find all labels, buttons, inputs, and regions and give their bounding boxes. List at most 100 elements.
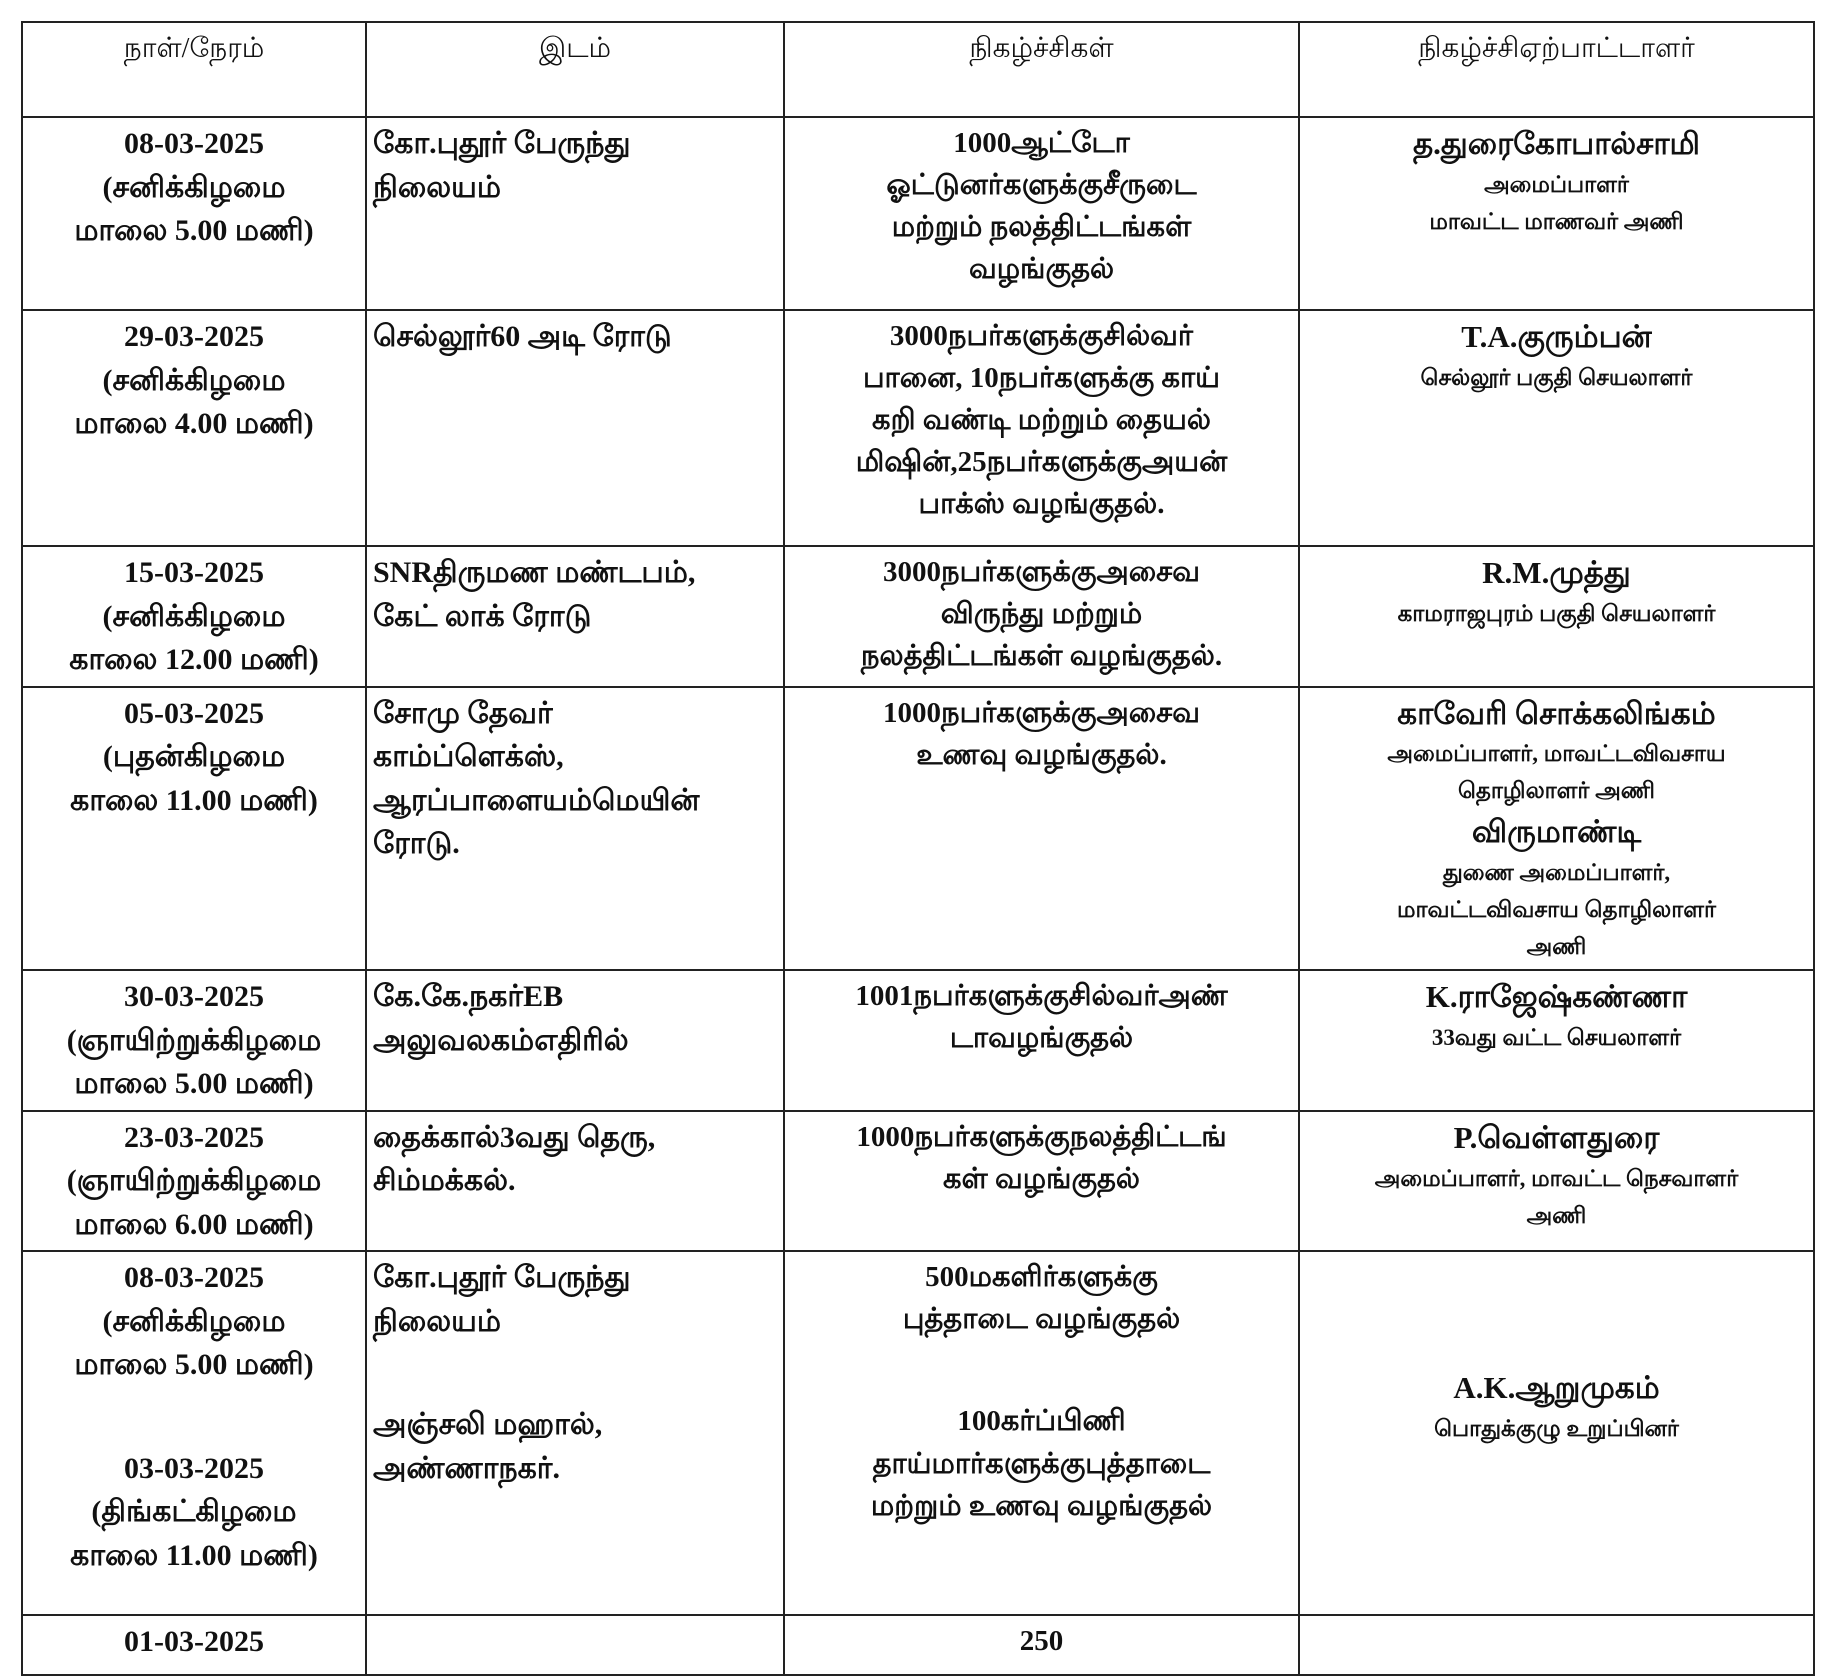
cell-line: K.ராஜேஷ்கண்ணா [1425,979,1688,1015]
cell-line: மாவட்ட மாணவர் அணி [1429,208,1684,234]
cell-line: 1001நபர்களுக்குசில்வர்அண் [855,980,1228,1013]
cell-line: 08-03-2025 [124,127,264,160]
cell-line: பொதுக்குழு உறுப்பினர் [1434,1416,1679,1442]
organizer-cell: காவேரி சொக்கலிங்கம் அமைப்பாளர், மாவட்டவிவ… [1298,685,1815,972]
cell-line: (ஞாயிற்றுக்கிழமை [66,1023,322,1057]
events-cell: 250 [783,1614,1300,1676]
cell-line: (புதன்கிழமை [102,740,286,773]
table-row: 05-03-2025 (புதன்கிழமை காலை 11.00 மணி) சோமு… [21,685,1815,972]
cell-line: 05-03-2025 [124,696,264,730]
table-row: 08-03-2025 (சனிக்கிழமை மாலை 5.00 மணி) 03-03… [21,1250,1815,1617]
cell-line: கே.கே.நகர்EB [373,980,564,1014]
organizer-cell [1298,1614,1815,1676]
date-cell: 01-03-2025 [21,1614,367,1676]
header-date-time: நாள்/நேரம் [21,21,367,118]
cell-line: பானை, 10நபர்களுக்கு காய் [862,362,1221,395]
cell-line: SNRதிருமண மண்டபம், [373,556,696,589]
cell-line: கள் வழங்குதல் [942,1162,1141,1195]
venue-cell: கோ.புதூர் பேருந்து நிலையம் [365,116,785,311]
spacer [1306,1256,1807,1366]
cell-line: ஆரப்பாளையம்மெயின் [373,783,700,817]
cell-line: கோ.புதூர் பேருந்து [373,1261,631,1295]
header-venue: இடம் [365,21,785,118]
table-header-row: நாள்/நேரம் இடம் நிகழ்ச்சிகள் நிகழ்ச்சிஏற… [21,21,1815,118]
cell-line: அலுவலகம்எதிரில் [373,1023,629,1057]
header-organizer: நிகழ்ச்சிஏற்பாட்டாளர் [1298,21,1815,118]
table-row: 08-03-2025 (சனிக்கிழமை மாலை 5.00 மணி) கோ.பு… [21,116,1815,311]
cell-line: 15-03-2025 [124,556,264,589]
cell-line: தைக்கால்3வது தெரு, [373,1120,656,1154]
venue-cell: SNRதிருமண மண்டபம், கேட் லாக் ரோடு [365,545,785,688]
cell-line: நிலையம் [373,1304,501,1338]
cell-line: 250 [1019,1625,1064,1658]
cell-line: மாலை 6.00 மணி) [74,1207,314,1241]
cell-line: 1000நபர்களுக்குஅசைவ [883,696,1200,729]
cell-line: 33வது வட்ட செயலாளர் [1431,1025,1682,1051]
cell-line: ஓட்டுனர்களுக்குசீருடை [886,169,1197,202]
events-cell: 1001நபர்களுக்குசில்வர்அண் டாவழங்குதல் [783,969,1300,1112]
cell-line: T.A.குரும்பன் [1461,319,1652,354]
cell-line: R.M.முத்து [1482,555,1631,590]
cell-line: மாலை 4.00 மணி) [74,407,314,440]
cell-line: ரோடு. [373,827,460,860]
cell-line: பாக்ஸ் வழங்குதல். [918,488,1165,521]
cell-line: காம்ப்ளெக்ஸ், [373,740,564,773]
venue-cell: கோ.புதூர் பேருந்து நிலையம் அஞ்சலி மஹால், அண… [365,1250,785,1617]
date-cell: 23-03-2025 (ஞாயிற்றுக்கிழமை மாலை 6.00 மணி) [21,1109,367,1253]
cell-line: காலை 12.00 மணி) [69,643,319,676]
cell-line: (சனிக்கிழமை [102,599,286,633]
cell-line: மாலை 5.00 மணி) [74,1348,314,1382]
date-cell: 08-03-2025 (சனிக்கிழமை மாலை 5.00 மணி) 03-03… [21,1250,367,1617]
cell-line: கோ.புதூர் பேருந்து [373,127,631,160]
cell-line: அண்ணாநகர். [373,1451,560,1485]
cell-line: 03-03-2025 [124,1451,264,1485]
cell-line: 100கர்ப்பிணி [957,1405,1126,1438]
cell-line: மற்றும் நலத்திட்டங்கள் [891,211,1192,244]
cell-line: காலை 11.00 மணி) [70,783,318,817]
date-cell: 29-03-2025 (சனிக்கிழமை மாலை 4.00 மணி) [21,309,367,547]
cell-line: தாய்மார்களுக்குபுத்தாடை [872,1447,1211,1480]
cell-line: உணவு வழங்குதல். [916,738,1167,771]
cell-line: 1000நபர்களுக்குநலத்திட்டங் [856,1120,1227,1153]
cell-line: (சனிக்கிழமை [102,1304,286,1338]
cell-line: நலத்திட்டங்கள் வழங்குதல். [860,640,1223,673]
cell-line: புத்தாடை வழங்குதல் [902,1303,1181,1336]
venue-cell: தைக்கால்3வது தெரு, சிம்மக்கல். [365,1109,785,1253]
cell-line: சோமு தேவர் [373,696,553,730]
clipped-heading-text [0,0,1826,14]
spacer [373,1343,777,1403]
cell-line: 3000நபர்களுக்குஅசைவ [883,556,1200,588]
cell-line: 29-03-2025 [124,320,264,353]
cell-line: மிஷின்,25நபர்களுக்குஅயன் [855,446,1228,479]
events-cell: 1000நபர்களுக்குநலத்திட்டங் கள் வழங்குதல் [783,1109,1300,1253]
cell-line: அணி [1526,1202,1587,1228]
cell-line: மற்றும் உணவு வழங்குதல் [870,1489,1213,1522]
organizer-cell: R.M.முத்து காமராஜபுரம் பகுதி செயலாளர் [1298,545,1815,688]
spacer [791,1340,1292,1400]
cell-line: அமைப்பாளர், மாவட்ட நெசவாளர் [1374,1165,1739,1191]
cell-line: (சனிக்கிழமை [102,363,286,397]
events-cell: 3000நபர்களுக்குசில்வர் பானை, 10நபர்களுக்க… [783,309,1300,547]
event-schedule-table: நாள்/நேரம் இடம் நிகழ்ச்சிகள் நிகழ்ச்சிஏற… [21,21,1815,1676]
cell-line: விருந்து மற்றும் [940,598,1143,631]
table-row: 29-03-2025 (சனிக்கிழமை மாலை 4.00 மணி) செல்ல… [21,309,1815,547]
organizer-cell: P.வெள்ளதுரை அமைப்பாளர், மாவட்ட நெசவாளர் அண… [1298,1109,1815,1253]
date-cell: 15-03-2025 (சனிக்கிழமை காலை 12.00 மணி) [21,545,367,688]
cell-line: 500மகளிர்களுக்கு [925,1261,1158,1294]
date-cell: 30-03-2025 (ஞாயிற்றுக்கிழமை மாலை 5.00 மணி) [21,969,367,1112]
cell-line: விருமாண்டி [1471,814,1642,850]
date-cell: 08-03-2025 (சனிக்கிழமை மாலை 5.00 மணி) [21,116,367,311]
cell-line: மாலை 5.00 மணி) [74,214,314,247]
cell-line: (சனிக்கிழமை [102,170,286,204]
cell-line: 01-03-2025 [124,1625,264,1659]
cell-line: தொழிலாளர் அணி [1458,778,1655,804]
events-cell: 3000நபர்களுக்குஅசைவ விருந்து மற்றும் நலத்த… [783,545,1300,688]
cell-line: 30-03-2025 [124,980,264,1014]
table-row: 15-03-2025 (சனிக்கிழமை காலை 12.00 மணி) SNRத… [21,545,1815,688]
events-cell: 1000நபர்களுக்குஅசைவ உணவு வழங்குதல். [783,685,1300,972]
cell-line: சிம்மக்கல். [373,1164,516,1198]
cell-line: துணை அமைப்பாளர், [1442,859,1671,885]
cell-line: 3000நபர்களுக்குசில்வர் [889,320,1194,352]
cell-line: அணி [1526,933,1587,959]
organizer-cell: A.K.ஆறுமுகம் பொதுக்குழு உறுப்பினர் [1298,1250,1815,1617]
